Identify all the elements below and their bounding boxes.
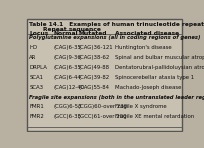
Text: Mutated: Mutated	[79, 31, 107, 36]
Text: (CAG)55-84: (CAG)55-84	[79, 85, 110, 90]
Text: (GCC)6-35: (GCC)6-35	[53, 114, 81, 119]
Text: (CAG)39-82: (CAG)39-82	[79, 75, 110, 80]
Text: Machado-Joseph disease: Machado-Joseph disease	[115, 85, 181, 90]
Text: Spinocerebellar ataxia type 1: Spinocerebellar ataxia type 1	[115, 75, 194, 80]
Text: (CGG)6-53: (CGG)6-53	[53, 104, 82, 109]
Text: (GCC)61-over 200: (GCC)61-over 200	[79, 114, 127, 119]
Text: Fragile XE mental retardation: Fragile XE mental retardation	[115, 114, 194, 119]
Text: Table 14.1   Examples of human trinucleotide repeat expansions: Table 14.1 Examples of human trinucleoti…	[29, 22, 204, 27]
Text: AR: AR	[29, 55, 37, 60]
Text: Fragile site expansions (both in the untranslated leader regions of genes): Fragile site expansions (both in the unt…	[29, 95, 204, 100]
Text: FMR2: FMR2	[29, 114, 44, 119]
Text: Fragile X syndrome: Fragile X syndrome	[115, 104, 166, 109]
Text: Repeat sequence: Repeat sequence	[43, 27, 101, 32]
Text: HD: HD	[29, 45, 38, 50]
Text: (CAG)36-121: (CAG)36-121	[79, 45, 113, 50]
Text: Associated disease: Associated disease	[115, 31, 179, 36]
Text: (CGG)60-over 230: (CGG)60-over 230	[79, 104, 128, 109]
Text: Polyglutamine expansions (all in coding regions of genes): Polyglutamine expansions (all in coding …	[29, 35, 201, 40]
Text: DRPLA: DRPLA	[29, 65, 47, 70]
Text: SCA1: SCA1	[29, 75, 43, 80]
FancyBboxPatch shape	[27, 20, 182, 131]
Text: Normal: Normal	[53, 31, 78, 36]
Text: (CAG)6-35: (CAG)6-35	[53, 45, 81, 50]
Text: Locus: Locus	[29, 31, 49, 36]
Text: (CAG)38-62: (CAG)38-62	[79, 55, 110, 60]
Text: (CAG)49-88: (CAG)49-88	[79, 65, 110, 70]
Text: Huntington's disease: Huntington's disease	[115, 45, 171, 50]
Text: Spinal and bulbar muscular atrophy: Spinal and bulbar muscular atrophy	[115, 55, 204, 60]
Text: (CAG)12-40: (CAG)12-40	[53, 85, 84, 90]
Text: (CAG)6-44: (CAG)6-44	[53, 75, 81, 80]
Text: SCA3: SCA3	[29, 85, 44, 90]
Text: (CAG)6-35: (CAG)6-35	[53, 65, 81, 70]
Text: Dentatorubral-pallidoluysian atrophy: Dentatorubral-pallidoluysian atrophy	[115, 65, 204, 70]
Text: (CAG)9-36: (CAG)9-36	[53, 55, 81, 60]
Text: FMR1: FMR1	[29, 104, 44, 109]
